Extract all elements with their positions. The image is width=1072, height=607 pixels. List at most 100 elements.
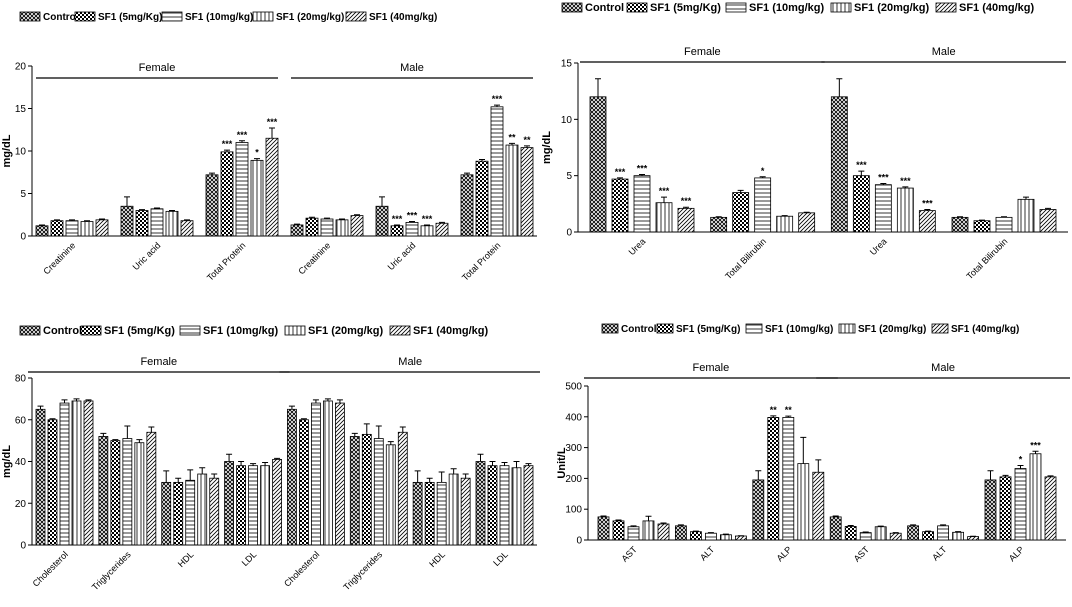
error-bar bbox=[363, 423, 370, 435]
category-ast: AST bbox=[829, 515, 902, 564]
error-bar bbox=[513, 461, 520, 468]
bar-uric-acid-sf1-5mg-kg bbox=[135, 210, 149, 237]
bar-urea-control bbox=[589, 96, 607, 233]
bar-urea-sf1-10mg-kg bbox=[874, 184, 892, 233]
legend-swatch-sf1-10mg-kg bbox=[725, 2, 747, 13]
bar-uric-acid-contro bbox=[375, 205, 389, 237]
category-total-bilirubin: * Total Bilirubin bbox=[710, 166, 816, 281]
bar-cholesterol-sf1-20mg-kg bbox=[323, 400, 333, 546]
category-label-uric-acid: Uric acid bbox=[386, 240, 418, 272]
error-bar bbox=[184, 219, 190, 221]
legend-label-sf1-5mg-kg: SF1 (5mg/Kg) bbox=[676, 324, 740, 335]
bar-triglycerides-sf1-40mg-kg bbox=[397, 431, 408, 546]
bar-alt-sf1-10mg-kg bbox=[937, 525, 950, 541]
y-tick-label: 200 bbox=[565, 474, 582, 485]
bar-triglycerides-sf1-5mg-kg bbox=[361, 433, 372, 546]
error-bar bbox=[375, 425, 382, 439]
category-label-alp: ALP bbox=[1007, 544, 1026, 563]
bar-ast-sf1-40mg-kg bbox=[889, 532, 902, 541]
error-bar bbox=[100, 432, 107, 437]
error-bar bbox=[124, 196, 130, 207]
significance-marker: *** bbox=[492, 94, 503, 104]
error-bar bbox=[722, 533, 729, 535]
bar-triglycerides-control bbox=[98, 436, 109, 546]
category-creatinine: Creatinine bbox=[290, 214, 364, 276]
error-bar bbox=[414, 470, 421, 483]
error-bar bbox=[683, 206, 689, 209]
category-ldl: LDL bbox=[224, 453, 282, 568]
category-label-alt: ALT bbox=[698, 544, 717, 563]
error-bar bbox=[494, 104, 500, 107]
category-alp: ****ALP bbox=[984, 440, 1057, 563]
y-tick-label: 20 bbox=[15, 62, 27, 73]
bar-hdl-sf1-20mg-kg bbox=[448, 473, 459, 546]
significance-marker: * bbox=[761, 166, 765, 176]
error-bar bbox=[139, 209, 145, 211]
y-tick-label: 20 bbox=[15, 499, 27, 510]
error-bar bbox=[910, 524, 917, 526]
legend-label-sf1-40mg-kg: SF1 (40mg/kg) bbox=[959, 2, 1035, 14]
bar-total-protein-sf1-20mg-kg bbox=[505, 144, 519, 237]
legend-swatch-sf1-10mg-kg bbox=[745, 323, 763, 334]
bar-alp-sf1-40mg-kg bbox=[1044, 476, 1057, 541]
bar-triglycerides-sf1-10mg-kg bbox=[373, 438, 384, 546]
legend-label-sf1-5mg-kg: SF1 (5mg/Kg) bbox=[98, 12, 162, 23]
y-tick-label: 100 bbox=[565, 505, 582, 516]
significance-marker: ** bbox=[770, 405, 778, 415]
bar-alp-sf1-20mg-kg bbox=[1029, 453, 1042, 541]
y-tick-label: 300 bbox=[565, 443, 582, 454]
error-bar bbox=[439, 221, 445, 224]
error-bar bbox=[37, 405, 44, 410]
bar-uric-acid-sf1-10mg-kg bbox=[405, 221, 419, 237]
significance-marker: *** bbox=[637, 164, 648, 174]
bar-alt-sf1-5mg-kg bbox=[922, 531, 935, 541]
error-bar bbox=[438, 471, 445, 483]
bar-triglycerides-sf1-40mg-kg bbox=[146, 431, 157, 546]
error-bar bbox=[815, 459, 822, 473]
y-tick-label: 0 bbox=[20, 232, 26, 243]
bar-cholesterol-sf1-10mg-kg bbox=[59, 402, 70, 546]
error-bar bbox=[1001, 216, 1007, 218]
category-alp: ****ALP bbox=[752, 405, 825, 563]
error-bar bbox=[957, 216, 963, 218]
bar-hdl-sf1-20mg-kg bbox=[197, 473, 208, 546]
legend-swatch-sf1-5mg-kg bbox=[74, 11, 96, 22]
error-bar bbox=[250, 463, 257, 466]
category-label-urea: Urea bbox=[627, 236, 648, 257]
significance-marker: *** bbox=[407, 211, 418, 221]
error-bar bbox=[955, 531, 962, 533]
bar-total-protein-contro bbox=[460, 174, 474, 237]
y-tick-label: 5 bbox=[566, 171, 572, 182]
bar-hdl-sf1-40mg-kg bbox=[460, 477, 471, 546]
y-tick-label: 500 bbox=[565, 382, 582, 393]
bar-alt-sf1-20mg-kg bbox=[719, 534, 732, 541]
bar-ast-sf1-20mg-kg bbox=[642, 520, 655, 541]
bar-ast-sf1-20mg-kg bbox=[874, 526, 887, 541]
error-bar bbox=[39, 224, 45, 226]
error-bar bbox=[462, 473, 469, 479]
error-bar bbox=[924, 208, 931, 211]
bar-total-protein-sf1-5mg-kg bbox=[475, 160, 489, 237]
error-bar bbox=[617, 177, 623, 180]
error-bar bbox=[525, 463, 532, 466]
bar-total-protein-sf1-10mg-kg bbox=[490, 106, 504, 237]
legend-label-sf1-10mg-kg: SF1 (10mg/kg) bbox=[203, 325, 279, 337]
bar-hdl-control bbox=[412, 481, 423, 546]
y-tick-label: 60 bbox=[15, 415, 27, 426]
error-bar bbox=[84, 220, 90, 222]
error-bar bbox=[274, 457, 281, 460]
error-bar bbox=[61, 399, 68, 404]
y-axis-label: mg/dL bbox=[1, 134, 13, 167]
error-bar bbox=[1023, 196, 1029, 200]
error-bar bbox=[832, 515, 839, 517]
category-triglycerides: Triglycerides bbox=[90, 425, 157, 592]
bar-hdl-sf1-10mg-kg bbox=[436, 481, 447, 546]
chart-serum-renal-protein: Contro SF1 (5mg/Kg) SF1 (10mg/kg) SF1 (20mg… bbox=[1, 11, 537, 283]
legend-swatch-control bbox=[561, 2, 583, 13]
error-bar bbox=[661, 196, 667, 203]
bar-triglycerides-sf1-10mg-kg bbox=[122, 438, 133, 546]
error-bar bbox=[639, 174, 645, 176]
group-label-male: Male bbox=[932, 46, 956, 58]
legend-swatch-sf1-5mg-kg bbox=[80, 325, 102, 336]
bar-urea-sf1-5mg-kg bbox=[852, 175, 870, 233]
